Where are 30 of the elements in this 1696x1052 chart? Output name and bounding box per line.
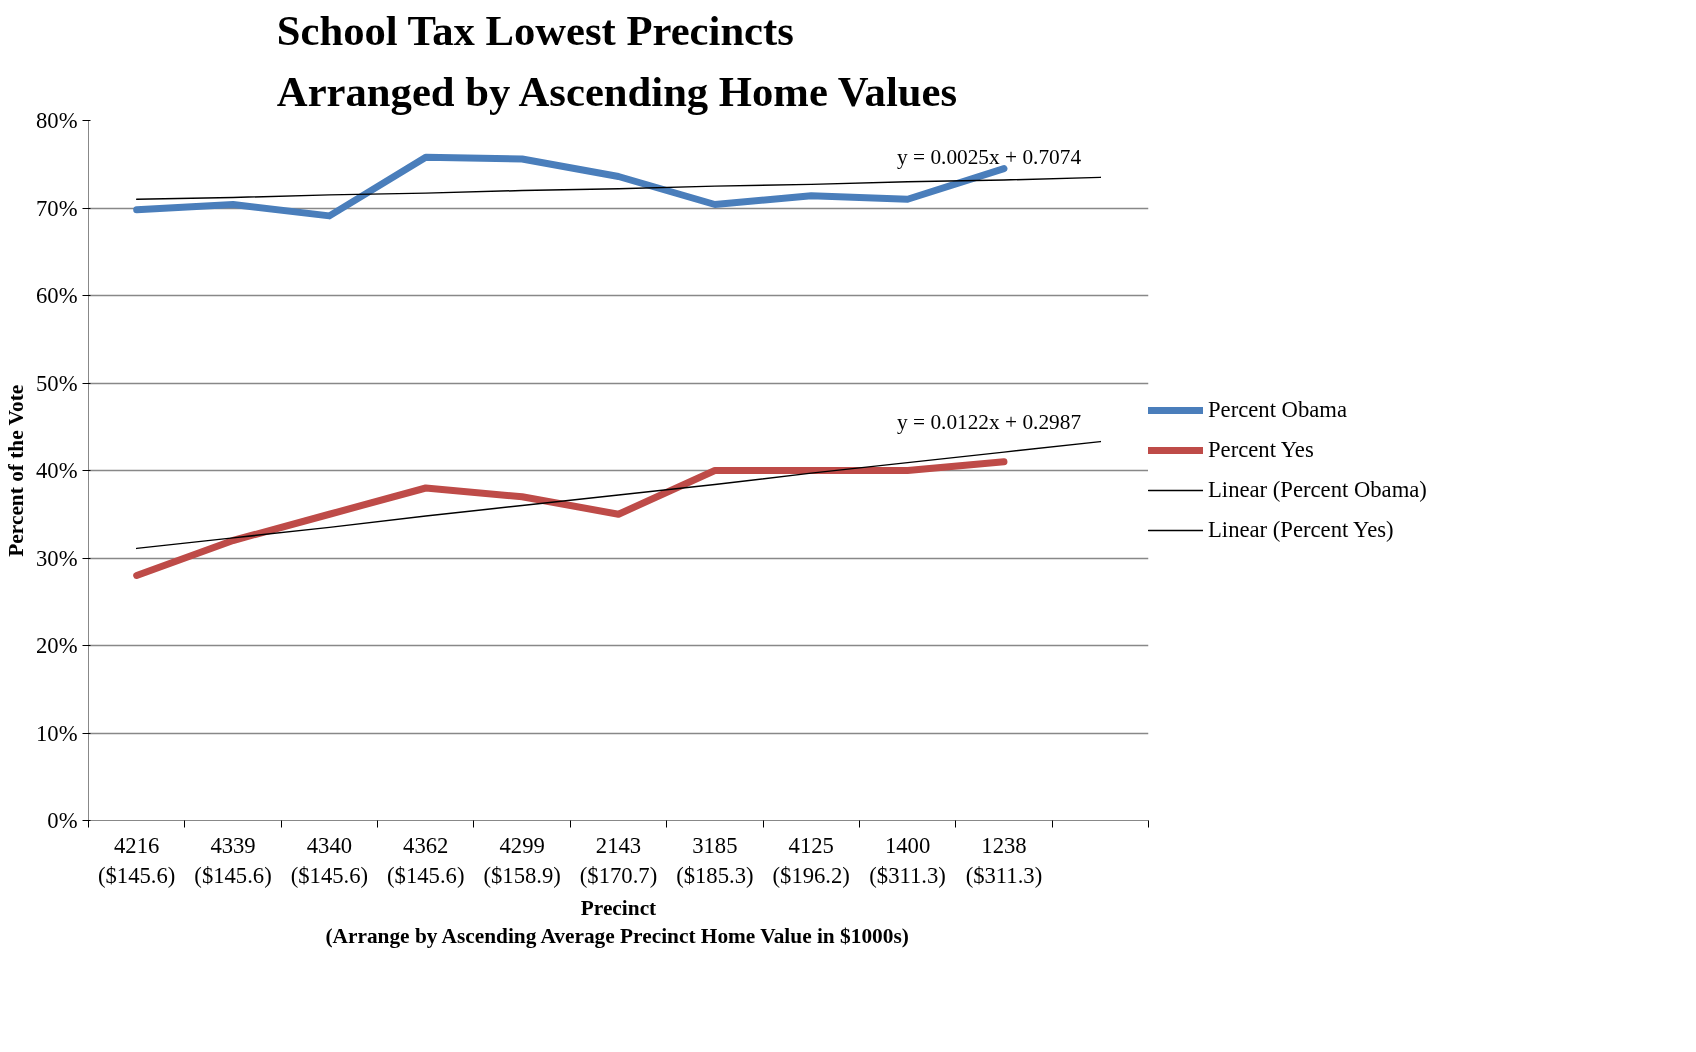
x-tick-label: 4299 ($158.9) [483, 832, 561, 888]
x-tick-label: 4216 ($145.6) [97, 832, 176, 888]
y-tick-label: 0% [47, 808, 78, 833]
legend-label: Percent Yes [1208, 437, 1314, 463]
annotation: y = 0.0122x + 0.2987 [897, 409, 1082, 434]
x-tick-label: 1400 ($311.3) [869, 832, 946, 888]
y-tick-label: 20% [35, 633, 78, 658]
y-tick-label: 10% [35, 720, 78, 746]
legend-label: Linear (Percent Yes) [1208, 517, 1394, 543]
legend-label: Linear (Percent Obama) [1208, 477, 1427, 503]
x-axis-title: Precinct (Arrange by Ascending Average Precinct Home Value in $1000s) [325, 895, 909, 949]
y-tick-label: 40% [35, 458, 78, 483]
y-tick-label: 70% [35, 195, 78, 221]
x-tick-label: 4339 ($145.6) [194, 832, 272, 888]
line-series [135, 440, 1102, 550]
x-tick-label: 4362 ($145.6) [387, 832, 465, 888]
y-tick-label: 30% [35, 545, 78, 571]
line-series [135, 176, 1102, 200]
x-tick-label: 2143 ($170.7) [579, 832, 658, 888]
x-tick-label: 3185 ($185.3) [676, 832, 754, 888]
y-axis-title: Percent of the Vote [3, 384, 28, 557]
chart-title: School Tax Lowest Precincts Arranged by Ascending Home Values [276, 7, 958, 116]
annotation: y = 0.0025x + 0.7074 [897, 145, 1082, 170]
x-tick-label: 1238 ($311.3) [965, 832, 1043, 888]
x-tick-label: 4340 ($145.6) [290, 832, 369, 888]
y-tick-label: 60% [35, 283, 78, 308]
y-tick-label: 80% [35, 108, 78, 133]
x-tick-label: 4125 ($196.2) [772, 832, 850, 888]
y-tick-label: 50% [35, 370, 78, 396]
legend-label: Percent Obama [1208, 397, 1348, 423]
